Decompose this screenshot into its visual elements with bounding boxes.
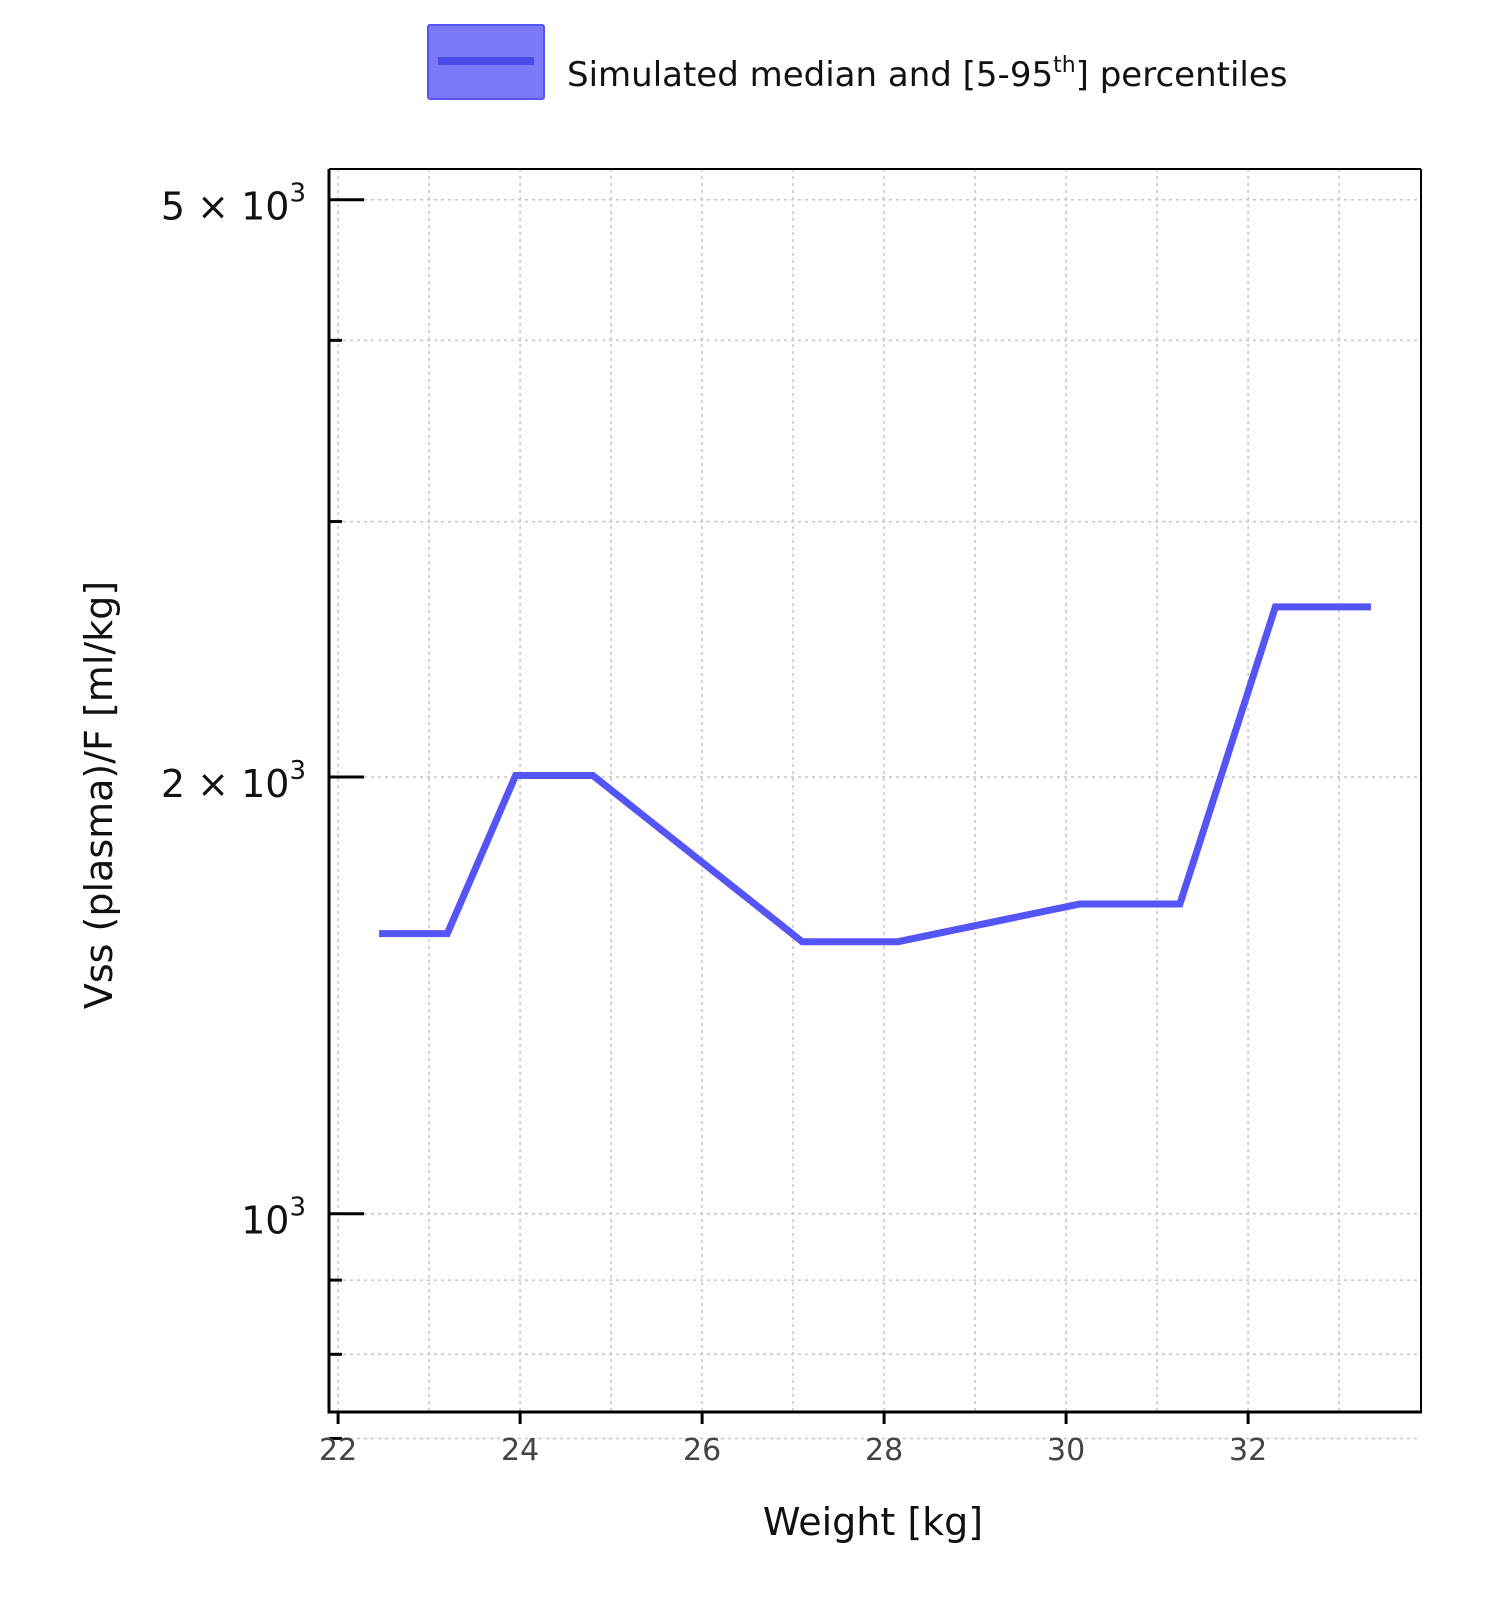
y-tick-exponent: 3 — [289, 1193, 306, 1223]
x-tick-label: 32 — [1229, 1433, 1267, 1468]
x-tick-label: 22 — [319, 1433, 357, 1468]
legend-label-main: Simulated median and [5-95 — [567, 55, 1053, 95]
y-tick-label: 2 × 103 — [161, 756, 306, 806]
x-tick-labels: 22 24 26 28 30 32 — [319, 1433, 1267, 1468]
y-axis-title: Vss (plasma)/F [ml/kg] — [77, 581, 121, 1009]
y-tick-mantissa: 2 × 10 — [161, 762, 290, 806]
x-tick-label: 28 — [865, 1433, 903, 1468]
legend: Simulated median and [5-95th] percentile… — [427, 24, 1287, 100]
legend-label: Simulated median and [5-95th] percentile… — [567, 53, 1287, 95]
y-tick-mantissa: 5 × 10 — [161, 185, 290, 229]
data-lines — [379, 603, 1371, 946]
y-tick-exponent: 3 — [289, 179, 306, 209]
axes — [327, 168, 1422, 1440]
y-tick-label: 5 × 103 — [161, 179, 306, 229]
x-tick-label: 24 — [501, 1433, 539, 1468]
grid — [329, 169, 1421, 1440]
legend-label-sup: th — [1053, 53, 1076, 78]
y-tick-exponent: 3 — [289, 756, 306, 786]
legend-label-end: ] percentiles — [1076, 55, 1288, 95]
series-line-0 — [379, 603, 1371, 946]
x-tick-label: 30 — [1047, 1433, 1085, 1468]
y-tick-label: 103 — [241, 1193, 306, 1243]
y-tick-base: 10 — [241, 1199, 289, 1243]
x-axis-title: Weight [kg] — [763, 1500, 983, 1544]
x-tick-label: 26 — [683, 1433, 721, 1468]
